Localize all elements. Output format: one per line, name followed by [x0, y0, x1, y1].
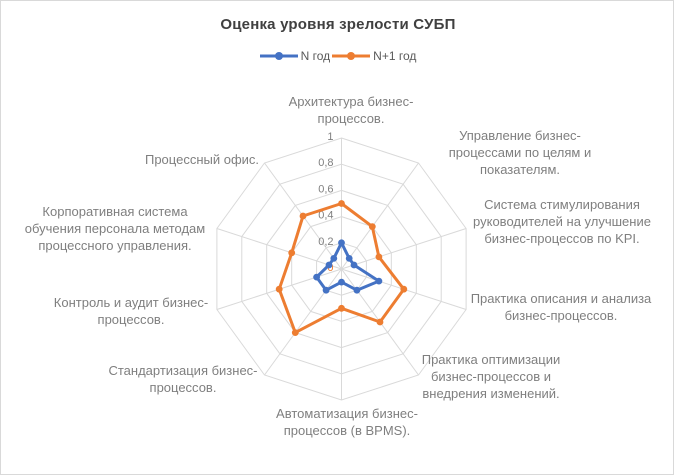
legend-item: N+1 год — [332, 49, 416, 63]
series-marker-1 — [299, 212, 307, 220]
chart-legend: N год N+1 год — [1, 49, 673, 63]
legend-label: N+1 год — [373, 49, 417, 63]
legend-marker-icon — [332, 52, 371, 60]
series-marker-1 — [288, 249, 296, 257]
radar-gridline — [266, 189, 417, 349]
radar-spoke — [341, 162, 419, 270]
legend-marker-icon — [259, 52, 298, 60]
radar-gridline — [241, 163, 442, 375]
category-label: Управление бизнес- процессами по целям и… — [448, 128, 592, 177]
series-marker-1 — [338, 304, 345, 312]
legend-label: N год — [300, 49, 331, 63]
radial-axis-tick: 0,6 — [318, 183, 333, 195]
series-marker-0 — [325, 261, 333, 269]
series-marker-1 — [291, 329, 299, 336]
category-label: Автоматизация бизнес- процессов (в BPMS)… — [276, 406, 418, 438]
radial-axis-tick: 0,2 — [318, 236, 333, 248]
series-marker-0 — [345, 255, 353, 262]
radar-gridline — [216, 137, 467, 401]
radar-spoke — [341, 228, 467, 270]
series-marker-0 — [330, 255, 338, 262]
series-marker-1 — [368, 223, 376, 231]
series-marker-1 — [375, 253, 383, 261]
series-marker-1 — [338, 200, 345, 207]
series-marker-0 — [338, 239, 345, 247]
category-label: Корпоративная система обучения персонала… — [24, 204, 206, 253]
radial-axis-tick: 0,4 — [318, 210, 333, 222]
category-label: Контроль и аудит бизнес- процессов. — [53, 295, 209, 327]
series-marker-1 — [275, 285, 283, 293]
category-label: Процессный офис. — [144, 152, 260, 167]
series-marker-0 — [375, 277, 383, 285]
legend-item: N год — [259, 49, 331, 63]
category-label: Практика описания и анализа бизнес-проце… — [470, 291, 652, 323]
series-marker-0 — [350, 261, 358, 269]
series-marker-1 — [376, 318, 384, 326]
radial-axis-tick: 0,8 — [318, 157, 333, 169]
radar-gridline — [291, 216, 392, 322]
series-marker-0 — [322, 286, 330, 294]
category-label: Стандартизация бизнес- процессов. — [108, 363, 258, 395]
radar-gridline — [316, 242, 367, 296]
series-marker-0 — [353, 286, 361, 294]
chart-title: Оценка уровня зрелости СУБП — [220, 16, 456, 33]
radar-spoke — [264, 268, 342, 376]
radial-axis-tick: 1 — [327, 131, 333, 143]
series-marker-1 — [400, 285, 408, 293]
radar-spoke — [216, 228, 342, 270]
category-label: Архитектура бизнес- процессов. — [288, 94, 414, 126]
category-label: Система стимулирования руководителей на … — [473, 197, 651, 246]
series-marker-0 — [338, 278, 345, 286]
category-label: Практика оптимизации бизнес-процессов и … — [421, 352, 561, 401]
series-marker-0 — [313, 273, 320, 281]
